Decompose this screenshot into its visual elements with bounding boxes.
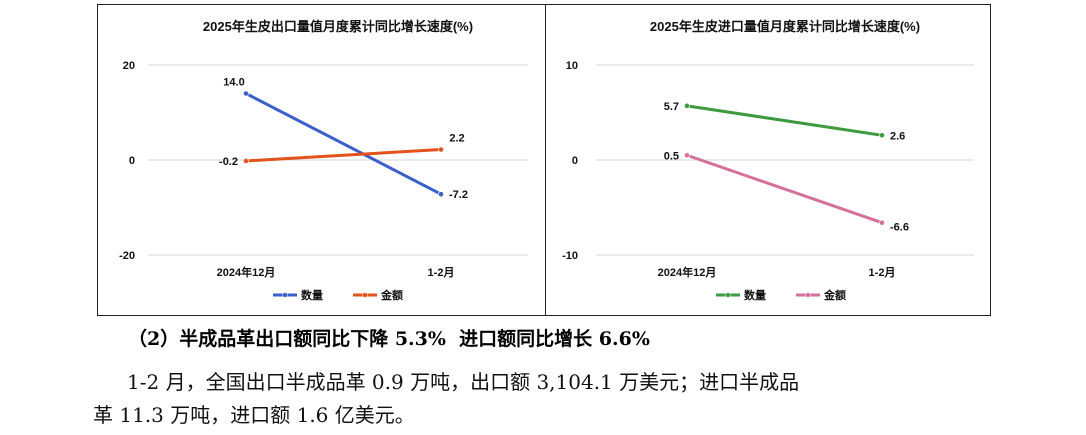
y-tick-label: -10 — [562, 250, 578, 262]
data-point — [684, 102, 690, 109]
legend-label: 金额 — [823, 288, 846, 302]
import-chart-panel: 2025年生皮进口量值月度累计同比增长速度(%) 10 0 -10 2024年12月 1-… — [545, 4, 991, 316]
y-tick-label: 10 — [566, 60, 578, 72]
chart-title: 2025年生皮进口量值月度累计同比增长速度(%) — [650, 19, 920, 34]
data-label: 2.2 — [449, 133, 464, 145]
legend-marker — [282, 292, 288, 298]
data-point — [243, 158, 249, 164]
data-point — [684, 152, 690, 159]
y-tick-label: 0 — [129, 155, 135, 167]
paragraph-line-1: 1-2 月，全国出口半成品革 0.9 万吨，出口额 3,104.1 万美元；进口… — [127, 370, 800, 394]
export-growth-chart: 2025年生皮出口量值月度累计同比增长速度(%) 20 0 -20 2024年12月 1-… — [119, 19, 528, 302]
data-label: 5.7 — [664, 101, 679, 113]
data-point — [243, 90, 249, 97]
legend-label: 数量 — [301, 288, 323, 302]
legend-marker — [725, 292, 731, 298]
x-tick-label: 2024年12月 — [658, 265, 717, 279]
legend-label: 金额 — [380, 288, 403, 302]
data-label: 14.0 — [223, 77, 244, 89]
data-label: -6.6 — [890, 222, 909, 234]
series-line — [686, 153, 883, 225]
body-paragraph: 1-2 月，全国出口半成品革 0.9 万吨，出口额 3,104.1 万美元；进口… — [93, 366, 987, 432]
export-chart-panel: 2025年生皮出口量值月度累计同比增长速度(%) 20 0 -20 2024年12月 1-… — [97, 4, 546, 316]
legend-marker — [362, 292, 368, 298]
series-line — [686, 104, 883, 137]
data-point — [879, 132, 885, 139]
legend-marker — [805, 292, 811, 298]
y-tick-label: 20 — [123, 60, 135, 72]
x-tick-label: 2024年12月 — [217, 265, 276, 279]
data-point — [438, 191, 444, 198]
data-point — [879, 219, 885, 226]
data-label: 0.5 — [664, 150, 679, 162]
data-point — [438, 146, 444, 153]
y-tick-label: 0 — [572, 155, 578, 167]
section-heading: （2）半成品革出口额同比下降 5.3% 进口额同比增长 6.6% — [128, 328, 650, 350]
import-growth-chart: 2025年生皮进口量值月度累计同比增长速度(%) 10 0 -10 2024年12月 1-… — [562, 19, 974, 302]
data-label: 2.6 — [890, 130, 905, 142]
legend-label: 数量 — [744, 288, 766, 302]
x-tick-label: 1-2月 — [428, 266, 455, 279]
series-line — [245, 148, 442, 163]
x-tick-label: 1-2月 — [869, 266, 896, 279]
series-line — [245, 92, 442, 196]
data-label: -7.2 — [449, 189, 468, 201]
paragraph-line-2: 革 11.3 万吨，进口额 1.6 亿美元。 — [93, 403, 415, 427]
y-tick-label: -20 — [119, 250, 135, 262]
data-label: -0.2 — [219, 156, 238, 168]
chart-title: 2025年生皮出口量值月度累计同比增长速度(%) — [203, 19, 473, 34]
